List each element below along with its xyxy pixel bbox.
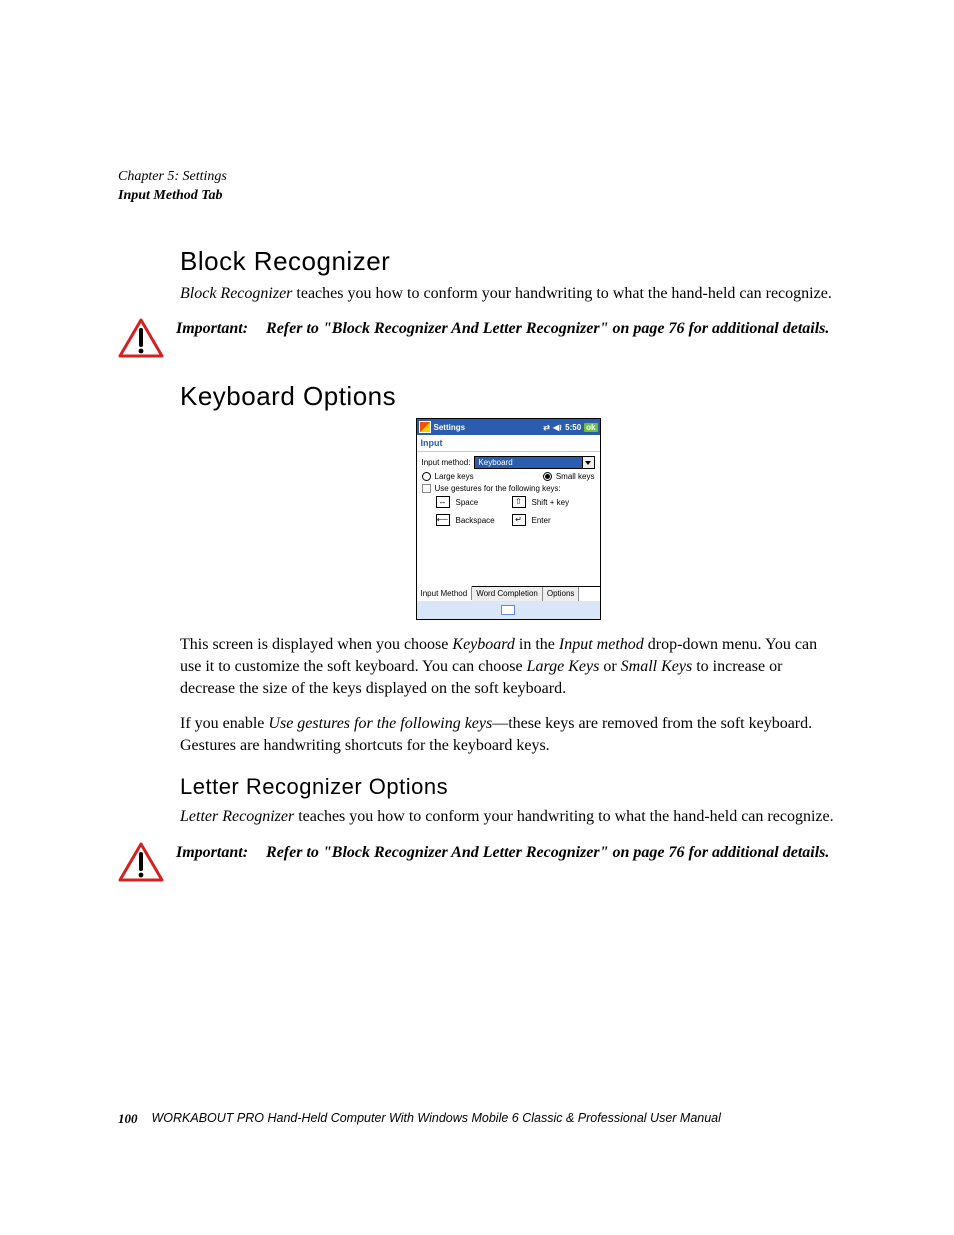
block-recognizer-paragraph: Block Recognizer teaches you how to conf… <box>180 283 836 305</box>
t: Use gestures for the following keys <box>268 715 492 732</box>
footer-title: WORKABOUT PRO Hand-Held Computer With Wi… <box>152 1111 721 1127</box>
keyboard-options-para1: This screen is displayed when you choose… <box>180 634 836 699</box>
connectivity-icon: ⇄ <box>543 423 550 432</box>
important-note-1: Important: Refer to "Block Recognizer An… <box>118 318 836 363</box>
note-body: Refer to "Block Recognizer And Letter Re… <box>266 318 829 340</box>
radio-small-keys[interactable] <box>543 472 552 481</box>
volume-icon: ◀≀ <box>553 423 562 432</box>
gestures-checkbox[interactable] <box>422 484 431 493</box>
t: This screen is displayed when you choose <box>180 636 452 653</box>
gestures-row: Use gestures for the following keys: <box>422 484 595 493</box>
gesture-space-label: Space <box>456 498 508 507</box>
warning-icon <box>118 842 164 887</box>
heading-block-recognizer: Block Recognizer <box>180 246 836 277</box>
content-column: Block Recognizer Block Recognizer teache… <box>180 246 836 305</box>
pda-title: Settings <box>434 423 541 432</box>
lead-term: Block Recognizer <box>180 285 292 302</box>
content-column-2: Keyboard Options Settings ⇄ ◀≀ 5:50 ok I… <box>180 381 836 828</box>
embedded-screenshot: Settings ⇄ ◀≀ 5:50 ok Input Input method… <box>180 418 836 620</box>
gesture-enter-label: Enter <box>532 516 584 525</box>
large-keys-label: Large keys <box>435 472 539 481</box>
pda-status-icons: ⇄ ◀≀ 5:50 ok <box>543 423 597 432</box>
note-body-2: Refer to "Block Recognizer And Letter Re… <box>266 842 829 864</box>
keyboard-options-para2: If you enable Use gestures for the follo… <box>180 713 836 756</box>
lead-rest-2: teaches you how to conform your handwrit… <box>294 808 833 825</box>
input-method-value: Keyboard <box>475 457 581 468</box>
page-number: 100 <box>118 1111 138 1127</box>
heading-keyboard-options: Keyboard Options <box>180 381 836 412</box>
lead-rest: teaches you how to conform your handwrit… <box>292 285 831 302</box>
chevron-down-icon <box>582 457 594 468</box>
gestures-grid: ↔ Space ⇧ Shift + key ⟵ Backspace ↵ Ente… <box>436 496 595 526</box>
small-keys-label: Small keys <box>556 472 595 481</box>
keyboard-icon[interactable] <box>501 605 515 615</box>
pda-subheader: Input <box>417 435 600 452</box>
key-size-row: Large keys Small keys <box>422 472 595 481</box>
t: or <box>599 658 620 675</box>
radio-large-keys[interactable] <box>422 472 431 481</box>
t: Input method <box>559 636 644 653</box>
note-label: Important: <box>176 318 248 340</box>
note-label-2: Important: <box>176 842 248 864</box>
pda-sip-bar <box>417 601 600 619</box>
chapter-line: Chapter 5: Settings <box>118 168 836 187</box>
t: Small Keys <box>621 658 693 675</box>
input-method-row: Input method: Keyboard <box>422 456 595 469</box>
gesture-space-icon: ↔ <box>436 496 450 508</box>
input-method-select[interactable]: Keyboard <box>474 456 594 469</box>
ok-button[interactable]: ok <box>584 423 597 432</box>
gesture-shift-label: Shift + key <box>532 498 584 507</box>
pda-body: Input method: Keyboard Large keys Small … <box>417 452 600 586</box>
t: in the <box>515 636 559 653</box>
start-icon[interactable] <box>419 421 431 433</box>
spacer <box>422 528 595 586</box>
t: Keyboard <box>452 636 515 653</box>
page-footer: 100 WORKABOUT PRO Hand-Held Computer Wit… <box>118 1111 836 1127</box>
running-header: Chapter 5: Settings Input Method Tab <box>118 168 836 206</box>
pda-tabs: Input Method Word Completion Options <box>417 586 600 601</box>
t: Large Keys <box>527 658 600 675</box>
gesture-shift-icon: ⇧ <box>512 496 526 508</box>
tab-input-method[interactable]: Input Method <box>417 586 473 600</box>
note-text: Important: Refer to "Block Recognizer An… <box>176 318 829 340</box>
page: Chapter 5: Settings Input Method Tab Blo… <box>0 0 954 1235</box>
gesture-backspace-label: Backspace <box>456 516 508 525</box>
tab-word-completion[interactable]: Word Completion <box>472 587 543 601</box>
note-text-2: Important: Refer to "Block Recognizer An… <box>176 842 829 864</box>
gesture-enter-icon: ↵ <box>512 514 526 526</box>
tab-options[interactable]: Options <box>543 587 580 601</box>
clock-text: 5:50 <box>565 423 581 432</box>
t: If you enable <box>180 715 268 732</box>
gesture-backspace-icon: ⟵ <box>436 514 450 526</box>
section-line: Input Method Tab <box>118 187 836 206</box>
pda-window: Settings ⇄ ◀≀ 5:50 ok Input Input method… <box>416 418 601 620</box>
important-note-2: Important: Refer to "Block Recognizer An… <box>118 842 836 887</box>
pda-titlebar: Settings ⇄ ◀≀ 5:50 ok <box>417 419 600 435</box>
lead-term-2: Letter Recognizer <box>180 808 294 825</box>
heading-letter-recognizer: Letter Recognizer Options <box>180 774 836 800</box>
input-method-label: Input method: <box>422 458 471 467</box>
gestures-label: Use gestures for the following keys: <box>435 484 561 493</box>
letter-recognizer-paragraph: Letter Recognizer teaches you how to con… <box>180 806 836 828</box>
warning-icon <box>118 318 164 363</box>
